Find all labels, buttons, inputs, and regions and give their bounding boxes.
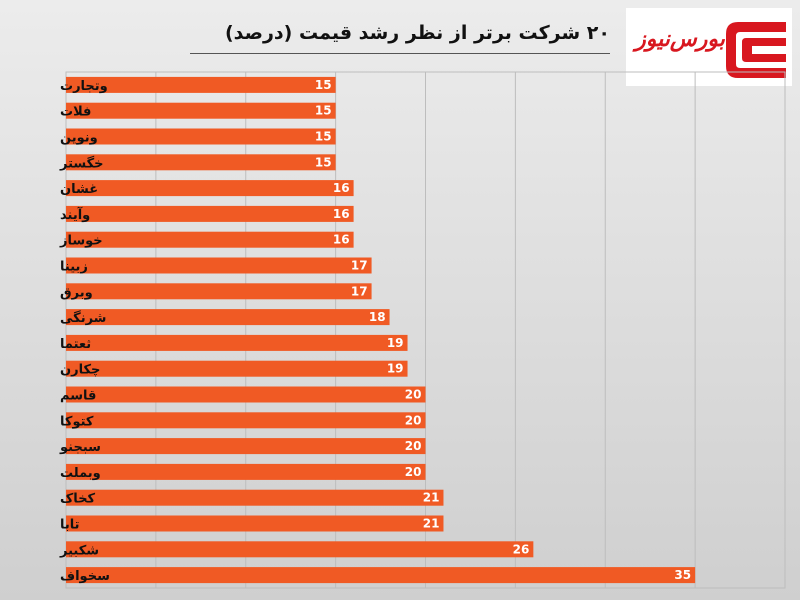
bar [66, 231, 354, 248]
category-label: خگستر [59, 155, 104, 171]
bar [66, 360, 408, 377]
data-label: 15 [315, 155, 332, 169]
category-label: تابا [60, 518, 80, 533]
data-label: 20 [405, 439, 422, 453]
category-label: وآیند [60, 206, 90, 223]
category-label: زبینا [60, 260, 88, 275]
bar [66, 76, 336, 93]
data-label: 16 [333, 207, 350, 221]
category-label: فلات [60, 105, 91, 120]
category-label: سبجنو [59, 440, 101, 455]
data-label: 16 [333, 233, 350, 247]
data-label: 15 [315, 130, 332, 144]
data-label: 20 [405, 413, 422, 427]
bar [66, 438, 426, 455]
data-label: 21 [423, 517, 440, 531]
bar [66, 515, 444, 532]
data-label: 15 [315, 78, 332, 92]
category-label: چکارن [60, 363, 100, 378]
category-label: شرنگی [60, 310, 106, 326]
bar [66, 489, 444, 506]
data-label: 20 [405, 465, 422, 479]
data-label: 17 [351, 259, 368, 273]
bar [66, 180, 354, 197]
bar [66, 463, 426, 480]
category-label: خوساز [59, 234, 103, 249]
logo-text: بورس‌نیوز [635, 26, 725, 52]
data-label: 21 [423, 491, 440, 505]
data-label: 17 [351, 284, 368, 298]
category-label: قاسم [60, 389, 96, 404]
bar [66, 567, 696, 584]
category-label: ثعتما [60, 337, 91, 352]
bar [66, 412, 426, 429]
logo: بورس‌نیوز [626, 8, 792, 86]
bar [66, 257, 372, 274]
bar [66, 283, 372, 300]
category-label: وبرق [60, 285, 93, 300]
data-label: 26 [513, 542, 530, 556]
chart-title: ۲۰ شرکت برتر از نظر رشد قیمت (درصد) [224, 22, 610, 44]
data-label: 20 [405, 388, 422, 402]
category-label: وتجارت [60, 79, 108, 94]
bar [66, 309, 390, 326]
category-label: شکبیر [59, 543, 99, 558]
data-label: 15 [315, 104, 332, 118]
data-label: 18 [369, 310, 386, 324]
bar [66, 541, 534, 558]
data-label: 19 [387, 362, 404, 376]
category-label: کخاک [60, 492, 96, 507]
bar [66, 128, 336, 145]
data-label: 35 [674, 568, 691, 582]
data-label: 19 [387, 336, 404, 350]
bar [66, 386, 426, 403]
category-label: وبملت [60, 466, 101, 481]
category-label: سخواف [60, 569, 110, 584]
bar [66, 334, 408, 351]
category-label: ونوین [60, 131, 98, 146]
data-label: 16 [333, 181, 350, 195]
category-label: غشان [60, 182, 98, 197]
bar [66, 102, 336, 119]
title-underline [190, 53, 610, 54]
category-label: کتوکا [60, 414, 94, 429]
bar [66, 154, 336, 171]
bar [66, 205, 354, 222]
